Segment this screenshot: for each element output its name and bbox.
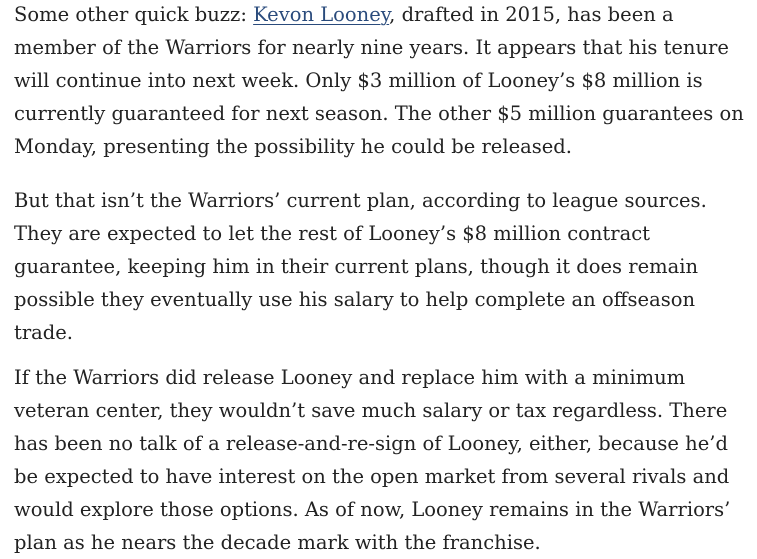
article-paragraph: If the Warriors did release Looney and r… [14, 366, 731, 554]
article-paragraph: But that isn’t the Warriors’ current pla… [14, 189, 707, 344]
paragraph-text-lead: Some other quick buzz: [14, 3, 254, 26]
player-link-kevon-looney[interactable]: Kevon Looney [253, 3, 390, 26]
article-body: Some other quick buzz: Kevon Looney, dra… [14, 0, 756, 559]
paragraph-text: , drafted in 2015, has been a member of … [14, 3, 744, 158]
article-paragraph: Some other quick buzz: Kevon Looney, dra… [14, 0, 756, 163]
